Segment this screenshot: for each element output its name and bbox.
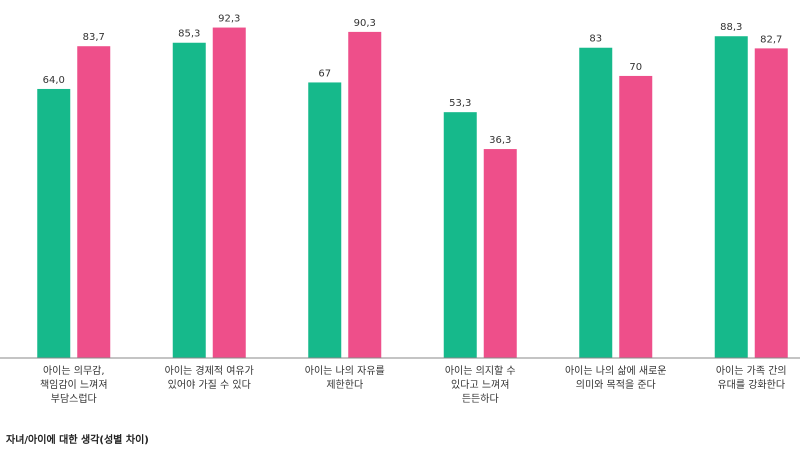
bar [579, 47, 613, 358]
x-tick-label: 든든하다 [462, 392, 499, 405]
value-label: 67 [318, 68, 331, 79]
x-tick-label: 의미와 목적을 준다 [576, 379, 656, 391]
x-tick-label: 아이는 경제적 여유가 [165, 364, 254, 377]
bar [308, 82, 342, 358]
value-label: 83 [589, 34, 602, 45]
value-label: 85,3 [178, 29, 200, 40]
bar [37, 88, 71, 358]
value-label: 64,0 [43, 75, 65, 86]
value-label: 82,7 [760, 34, 782, 45]
x-tick-label: 아이는 나의 삶에 새로운 [565, 365, 667, 377]
value-label: 88,3 [720, 22, 742, 33]
value-label: 83,7 [83, 32, 105, 43]
bar [443, 112, 477, 358]
value-label: 90,3 [354, 18, 376, 29]
bar [714, 36, 748, 358]
x-tick-label: 아이는 가족 간의 [716, 365, 787, 377]
value-label: 70 [629, 62, 642, 73]
bar [212, 27, 246, 359]
x-tick-label: 있어야 가질 수 있다 [168, 379, 251, 391]
x-tick-label: 아이는 나의 자유를 [305, 365, 385, 377]
bar [172, 42, 206, 358]
bar [619, 75, 653, 358]
value-label: 53,3 [449, 98, 471, 109]
x-tick-label: 아이는 의무감, [43, 365, 105, 377]
bar [754, 48, 788, 358]
value-label: 36,3 [489, 135, 511, 146]
x-tick-label: 제한한다 [326, 379, 363, 391]
bar [348, 31, 382, 359]
x-tick-label: 부담스럽다 [51, 393, 97, 405]
value-label: 92,3 [218, 14, 240, 25]
chart-title: 자녀/아이에 대한 생각(성별 차이) [6, 433, 149, 446]
bar [77, 46, 111, 359]
x-tick-label: 책임감이 느껴져 [40, 378, 108, 391]
x-tick-label: 유대를 강화한다 [717, 379, 785, 391]
x-tick-label: 있다고 느껴져 [451, 379, 509, 391]
x-tick-label: 아이는 의지할 수 [445, 365, 516, 377]
bar [483, 149, 517, 358]
